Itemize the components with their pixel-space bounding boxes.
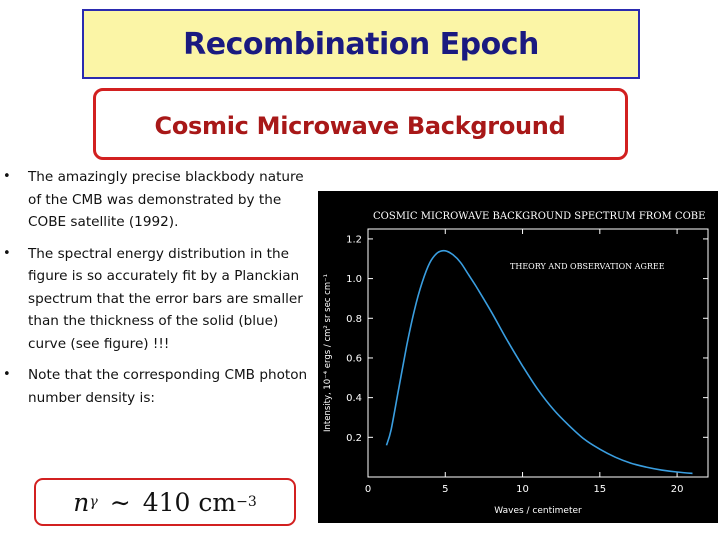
slide-subtitle: Cosmic Microwave Background xyxy=(154,112,566,140)
chart-annotation: THEORY AND OBSERVATION AGREE xyxy=(510,262,665,271)
title-box: Recombination Epoch xyxy=(82,9,640,79)
subtitle-box xyxy=(93,88,628,160)
bullet-item: • Note that the corresponding CMB photon… xyxy=(0,364,320,409)
y-tick-label: 1.0 xyxy=(346,274,362,285)
tick-group: 0 5 10 15 20 0.2 0.4 0.6 0.8 1.0 1.2 xyxy=(346,229,708,495)
plot-frame xyxy=(367,228,709,478)
bullet-icon: • xyxy=(3,169,11,184)
bullet-icon: • xyxy=(3,367,11,382)
x-tick-label: 20 xyxy=(671,484,684,495)
formula-symbol: n xyxy=(73,487,90,517)
bullet-item: • The amazingly precise blackbody nature… xyxy=(0,166,320,234)
slide-title: Recombination Epoch xyxy=(183,26,539,62)
y-tick-label: 0.2 xyxy=(346,433,362,444)
chart-svg: COSMIC MICROWAVE BACKGROUND SPECTRUM FRO… xyxy=(323,211,709,516)
bullet-text: The amazingly precise blackbody nature o… xyxy=(28,169,304,230)
formula-subscript: γ xyxy=(89,494,98,510)
formula-relation: ∼ xyxy=(109,487,131,517)
bullet-item: • The spectral energy distribution in th… xyxy=(0,243,320,356)
x-tick-label: 15 xyxy=(593,484,606,495)
y-tick-label: 0.6 xyxy=(346,353,362,364)
bullet-text: The spectral energy distribution in the … xyxy=(28,245,303,352)
formula-unit: cm xyxy=(198,487,237,517)
cobe-spectrum-chart: COSMIC MICROWAVE BACKGROUND SPECTRUM FRO… xyxy=(318,191,718,523)
y-tick-label: 1.2 xyxy=(346,234,362,245)
y-axis-label: Intensity, 10⁻⁴ ergs / cm² sr sec cm⁻¹ xyxy=(323,274,333,432)
spectrum-curve xyxy=(385,249,693,475)
chart-title: COSMIC MICROWAVE BACKGROUND SPECTRUM FRO… xyxy=(373,211,705,222)
y-tick-label: 0.8 xyxy=(346,314,362,325)
x-tick-label: 5 xyxy=(442,484,448,495)
bullet-icon: • xyxy=(3,245,11,261)
x-tick-label: 10 xyxy=(516,484,529,495)
formula-exponent: −3 xyxy=(236,494,257,510)
y-tick-label: 0.4 xyxy=(346,393,362,404)
x-tick-label: 0 xyxy=(365,484,371,495)
x-axis-label: Waves / centimeter xyxy=(494,506,582,516)
bullet-list: • The amazingly precise blackbody nature… xyxy=(0,166,320,418)
formula-value: 410 xyxy=(142,487,191,517)
bullet-text: Note that the corresponding CMB photon n… xyxy=(28,367,308,406)
